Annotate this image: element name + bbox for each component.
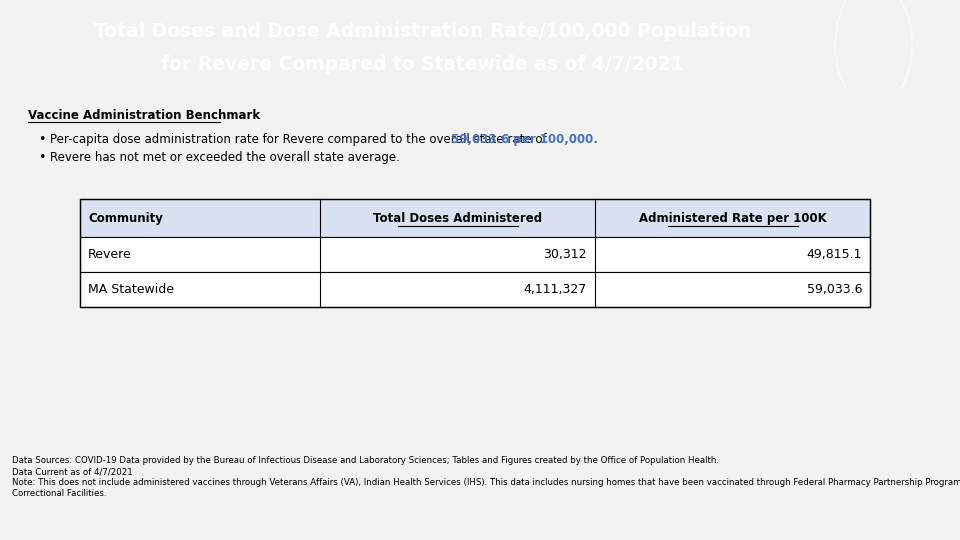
Text: Administered Rate per 100K: Administered Rate per 100K	[638, 212, 827, 225]
Text: Revere: Revere	[88, 248, 132, 261]
Text: 30,312: 30,312	[543, 248, 587, 261]
Text: Note: This does not include administered vaccines through Veterans Affairs (VA),: Note: This does not include administered…	[12, 478, 960, 487]
Bar	[80, 199, 870, 307]
Bar	[80, 272, 870, 307]
Text: Data Sources: COVID-19 Data provided by the Bureau of Infectious Disease and Lab: Data Sources: COVID-19 Data provided by …	[12, 456, 719, 465]
Text: 49,815.1: 49,815.1	[806, 248, 862, 261]
Bar	[80, 237, 870, 272]
Text: for Revere Compared to Statewide as of 4/7/2021: for Revere Compared to Statewide as of 4…	[161, 55, 684, 73]
Text: Per-capita dose administration rate for Revere compared to the overall state rat: Per-capita dose administration rate for …	[50, 133, 550, 146]
Text: 59,033.6 per 100,000.: 59,033.6 per 100,000.	[451, 133, 598, 146]
Text: •: •	[38, 133, 45, 146]
Text: MA Statewide: MA Statewide	[88, 283, 174, 296]
Text: 59,033.6: 59,033.6	[806, 283, 862, 296]
Text: Vaccine Administration Benchmark: Vaccine Administration Benchmark	[28, 109, 260, 122]
Text: Revere has not met or exceeded the overall state average.: Revere has not met or exceeded the overa…	[50, 151, 400, 164]
Text: •: •	[38, 151, 45, 164]
Text: Total Doses Administered: Total Doses Administered	[372, 212, 542, 225]
Text: 4,111,327: 4,111,327	[524, 283, 587, 296]
Text: Total Doses and Dose Administration Rate/100,000 Population: Total Doses and Dose Administration Rate…	[94, 22, 751, 40]
Text: Correctional Facilities.: Correctional Facilities.	[12, 489, 107, 498]
Bar	[80, 199, 870, 237]
Text: Data Current as of 4/7/2021: Data Current as of 4/7/2021	[12, 467, 132, 476]
Text: Community: Community	[88, 212, 163, 225]
